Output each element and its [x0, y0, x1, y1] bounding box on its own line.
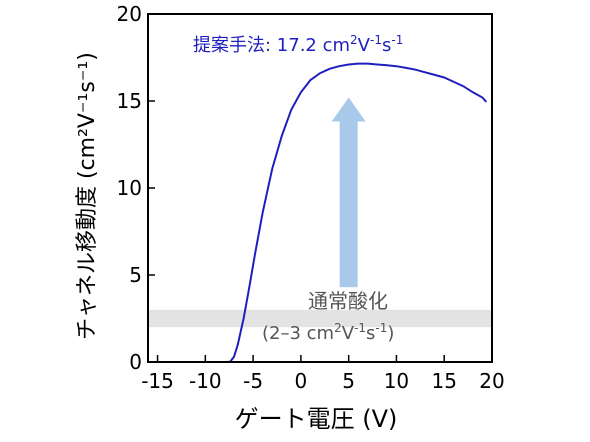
proposed-unit-v: V	[358, 35, 371, 56]
proposed-unit-s: s	[382, 35, 391, 56]
oxidation-sup-1: 2	[334, 321, 342, 335]
x-axis-label: ゲート電圧 (V)	[235, 405, 398, 433]
oxidation-close: )	[387, 323, 394, 344]
y-tick-label: 20	[117, 2, 142, 26]
arrow-shaft	[339, 119, 358, 288]
y-tick-label: 10	[117, 176, 142, 200]
improvement-arrow	[331, 97, 366, 288]
y-axis-label: チャネル移動度 (cm²V⁻¹s⁻¹)	[75, 52, 100, 340]
x-tick-label: 20	[479, 369, 504, 393]
proposed-sup-3: -1	[391, 33, 403, 47]
oxidation-sup-2: -1	[354, 321, 366, 335]
x-tick-label: -15	[141, 369, 174, 393]
mobility-series-line	[148, 62, 488, 363]
oxidation-unit-s: s	[366, 323, 375, 344]
x-tick-label: 0	[295, 369, 308, 393]
arrow-head	[331, 97, 366, 122]
proposed-sup-2: -1	[370, 33, 382, 47]
y-tick-label: 5	[129, 263, 142, 287]
oxidation-unit-v: V	[342, 323, 355, 344]
x-tick-label: 10	[384, 369, 409, 393]
x-axis-ticks: -15 -10 -5 0 5 10 15 20	[141, 355, 505, 393]
x-tick-label: 5	[342, 369, 355, 393]
oxidation-range-band	[148, 309, 492, 328]
oxidation-label: 通常酸化	[308, 289, 388, 313]
y-tick-label: 0	[129, 350, 142, 374]
oxidation-sup-3: -1	[375, 321, 387, 335]
oxidation-range-label: (2–3 cm2V-1s-1)	[262, 321, 394, 344]
x-tick-label: -5	[243, 369, 263, 393]
y-tick-label: 15	[117, 89, 142, 113]
proposed-prefix: 提案手法: 17.2 cm	[193, 35, 350, 56]
oxidation-prefix: (2–3 cm	[262, 323, 334, 344]
x-tick-label: 15	[431, 369, 456, 393]
y-axis-ticks: 0 5 10 15 20	[117, 2, 155, 374]
proposed-sup-1: 2	[350, 33, 358, 47]
proposed-method-label: 提案手法: 17.2 cm2V-1s-1	[193, 33, 403, 56]
x-tick-label: -10	[189, 369, 222, 393]
